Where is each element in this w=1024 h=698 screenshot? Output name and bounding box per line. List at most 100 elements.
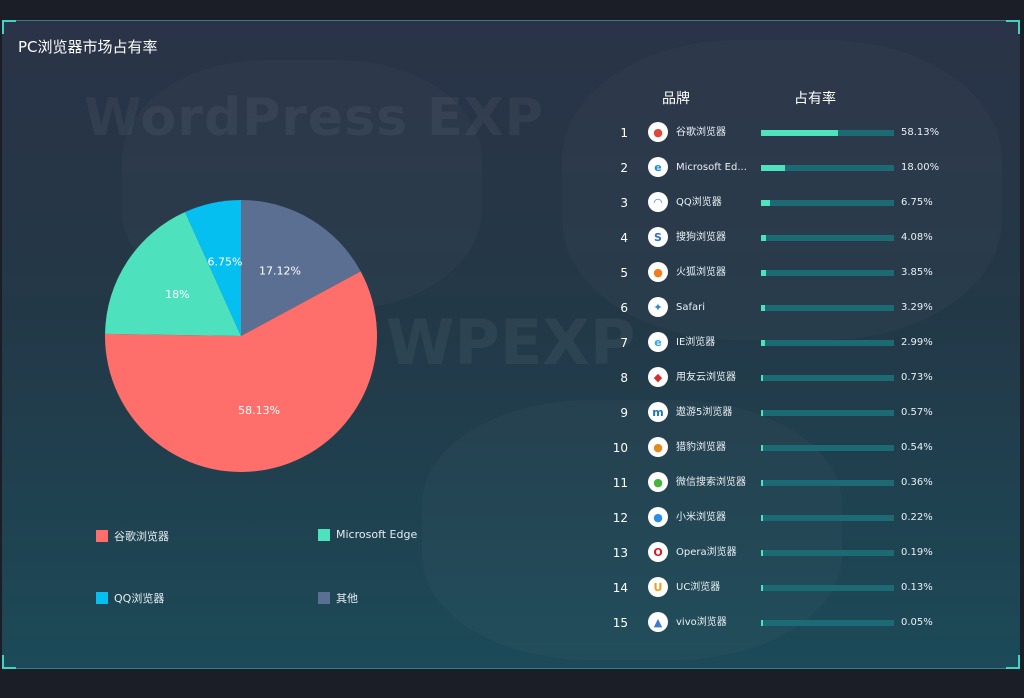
list-item[interactable]: 10 ● 猎豹浏览器 0.54% bbox=[2, 437, 1020, 459]
watermark: WPEXP bbox=[386, 306, 636, 379]
maxthon-icon: m bbox=[648, 402, 668, 422]
share-bar-track bbox=[761, 620, 894, 626]
share-bar bbox=[761, 410, 763, 416]
pie-slice-label: 6.75% bbox=[207, 256, 242, 269]
share-value: 3.85% bbox=[901, 267, 933, 278]
legend-label: 谷歌浏览器 bbox=[114, 530, 169, 543]
share-bar bbox=[761, 130, 839, 136]
legend-label: QQ浏览器 bbox=[114, 592, 165, 605]
share-bar bbox=[761, 375, 763, 381]
list-item[interactable]: 11 ● 微信搜索浏览器 0.36% bbox=[2, 472, 1020, 494]
legend-item[interactable]: 谷歌浏览器 bbox=[96, 528, 169, 544]
edge-icon: e bbox=[648, 157, 668, 177]
share-bar bbox=[761, 305, 766, 311]
share-value: 0.05% bbox=[901, 617, 933, 628]
rank-number: 8 bbox=[620, 371, 628, 385]
list-item[interactable]: 6 ✦ Safari 3.29% bbox=[2, 297, 1020, 319]
share-bar-track bbox=[761, 515, 894, 521]
share-value: 0.19% bbox=[901, 547, 933, 558]
rank-number: 12 bbox=[612, 511, 628, 525]
share-bar-track bbox=[761, 585, 894, 591]
brand-name: 小米浏览器 bbox=[676, 512, 726, 523]
brand-name: 遨游5浏览器 bbox=[676, 407, 733, 418]
yonyou-icon: ◆ bbox=[648, 367, 668, 387]
share-bar-track bbox=[761, 305, 894, 311]
share-value: 4.08% bbox=[901, 232, 933, 243]
share-bar-track bbox=[761, 340, 894, 346]
brand-name: 搜狗浏览器 bbox=[676, 232, 726, 243]
brand-name: Safari bbox=[676, 302, 706, 313]
share-value: 0.73% bbox=[901, 372, 933, 383]
brand-name: QQ浏览器 bbox=[676, 197, 722, 208]
opera-icon: O bbox=[648, 542, 668, 562]
share-bar bbox=[761, 445, 763, 451]
list-item[interactable]: 7 e IE浏览器 2.99% bbox=[2, 332, 1020, 354]
list-item[interactable]: 2 e Microsoft Ed... 18.00% bbox=[2, 157, 1020, 179]
share-bar-track bbox=[761, 235, 894, 241]
column-header-brand: 品牌 bbox=[662, 91, 690, 107]
brand-name: IE浏览器 bbox=[676, 337, 716, 348]
legend-item[interactable]: QQ浏览器 bbox=[96, 590, 164, 606]
chrome-icon: ● bbox=[648, 122, 668, 142]
rank-number: 13 bbox=[612, 546, 628, 560]
list-item[interactable]: 4 S 搜狗浏览器 4.08% bbox=[2, 227, 1020, 249]
pie-slice-label: 18% bbox=[165, 288, 189, 301]
pie-slice-label: 58.13% bbox=[238, 404, 280, 417]
rank-number: 1 bbox=[620, 126, 628, 140]
rank-number: 7 bbox=[620, 336, 628, 350]
pie-slice[interactable] bbox=[105, 212, 241, 336]
rank-number: 6 bbox=[620, 301, 628, 315]
share-bar bbox=[761, 340, 765, 346]
legend-swatch bbox=[96, 592, 108, 604]
share-bar-track bbox=[761, 375, 894, 381]
xiaomi-icon: ● bbox=[648, 507, 668, 527]
vivo-icon: ▲ bbox=[648, 612, 668, 632]
pie-slice[interactable] bbox=[241, 200, 361, 336]
pie-slice[interactable] bbox=[104, 271, 377, 472]
list-item[interactable]: 8 ◆ 用友云浏览器 0.73% bbox=[2, 367, 1020, 389]
share-value: 0.57% bbox=[901, 407, 933, 418]
frame-corner bbox=[1006, 20, 1020, 34]
rank-number: 4 bbox=[620, 231, 628, 245]
column-header-share: 占有率 bbox=[794, 91, 836, 107]
dashboard-panel: WordPress EXP WPEXP PC浏览器市场占有率 17.12% 58.… bbox=[2, 20, 1020, 669]
list-item[interactable]: 1 ● 谷歌浏览器 58.13% bbox=[2, 122, 1020, 144]
rank-number: 2 bbox=[620, 161, 628, 175]
firefox-icon: ● bbox=[648, 262, 668, 282]
frame-line bbox=[14, 20, 1008, 21]
list-item[interactable]: 3 ◠ QQ浏览器 6.75% bbox=[2, 192, 1020, 214]
wechat-icon: ● bbox=[648, 472, 668, 492]
share-bar bbox=[761, 270, 767, 276]
list-item[interactable]: 13 O Opera浏览器 0.19% bbox=[2, 542, 1020, 564]
list-item[interactable]: 12 ● 小米浏览器 0.22% bbox=[2, 507, 1020, 529]
list-item[interactable]: 15 ▲ vivo浏览器 0.05% bbox=[2, 612, 1020, 634]
list-item[interactable]: 14 U UC浏览器 0.13% bbox=[2, 577, 1020, 599]
legend-swatch bbox=[318, 528, 330, 541]
qq-browser-icon: ◠ bbox=[648, 192, 668, 212]
safari-icon: ✦ bbox=[648, 297, 668, 317]
pie-slice[interactable] bbox=[185, 200, 241, 336]
brand-name: 火狐浏览器 bbox=[676, 267, 726, 278]
legend-item[interactable]: 其他 bbox=[318, 590, 358, 606]
brand-name: 微信搜索浏览器 bbox=[676, 477, 746, 488]
rank-number: 11 bbox=[612, 476, 628, 490]
page-title: PC浏览器市场占有率 bbox=[18, 38, 158, 56]
brand-name: 猎豹浏览器 bbox=[676, 442, 726, 453]
rank-number: 5 bbox=[620, 266, 628, 280]
sogou-icon: S bbox=[648, 227, 668, 247]
share-value: 0.36% bbox=[901, 477, 933, 488]
list-item[interactable]: 5 ● 火狐浏览器 3.85% bbox=[2, 262, 1020, 284]
legend-item[interactable]: Microsoft Edge bbox=[318, 528, 417, 541]
brand-name: 谷歌浏览器 bbox=[676, 127, 726, 138]
share-value: 0.13% bbox=[901, 582, 933, 593]
uc-icon: U bbox=[648, 577, 668, 597]
list-item[interactable]: 9 m 遨游5浏览器 0.57% bbox=[2, 402, 1020, 424]
frame-line bbox=[14, 668, 1008, 669]
share-value: 6.75% bbox=[901, 197, 933, 208]
ie-icon: e bbox=[648, 332, 668, 352]
legend-label: Microsoft Edge bbox=[336, 528, 418, 541]
frame-corner bbox=[2, 20, 16, 34]
share-bar-track bbox=[761, 480, 894, 486]
watermark: WordPress EXP bbox=[84, 88, 544, 148]
map-background bbox=[562, 40, 1002, 340]
